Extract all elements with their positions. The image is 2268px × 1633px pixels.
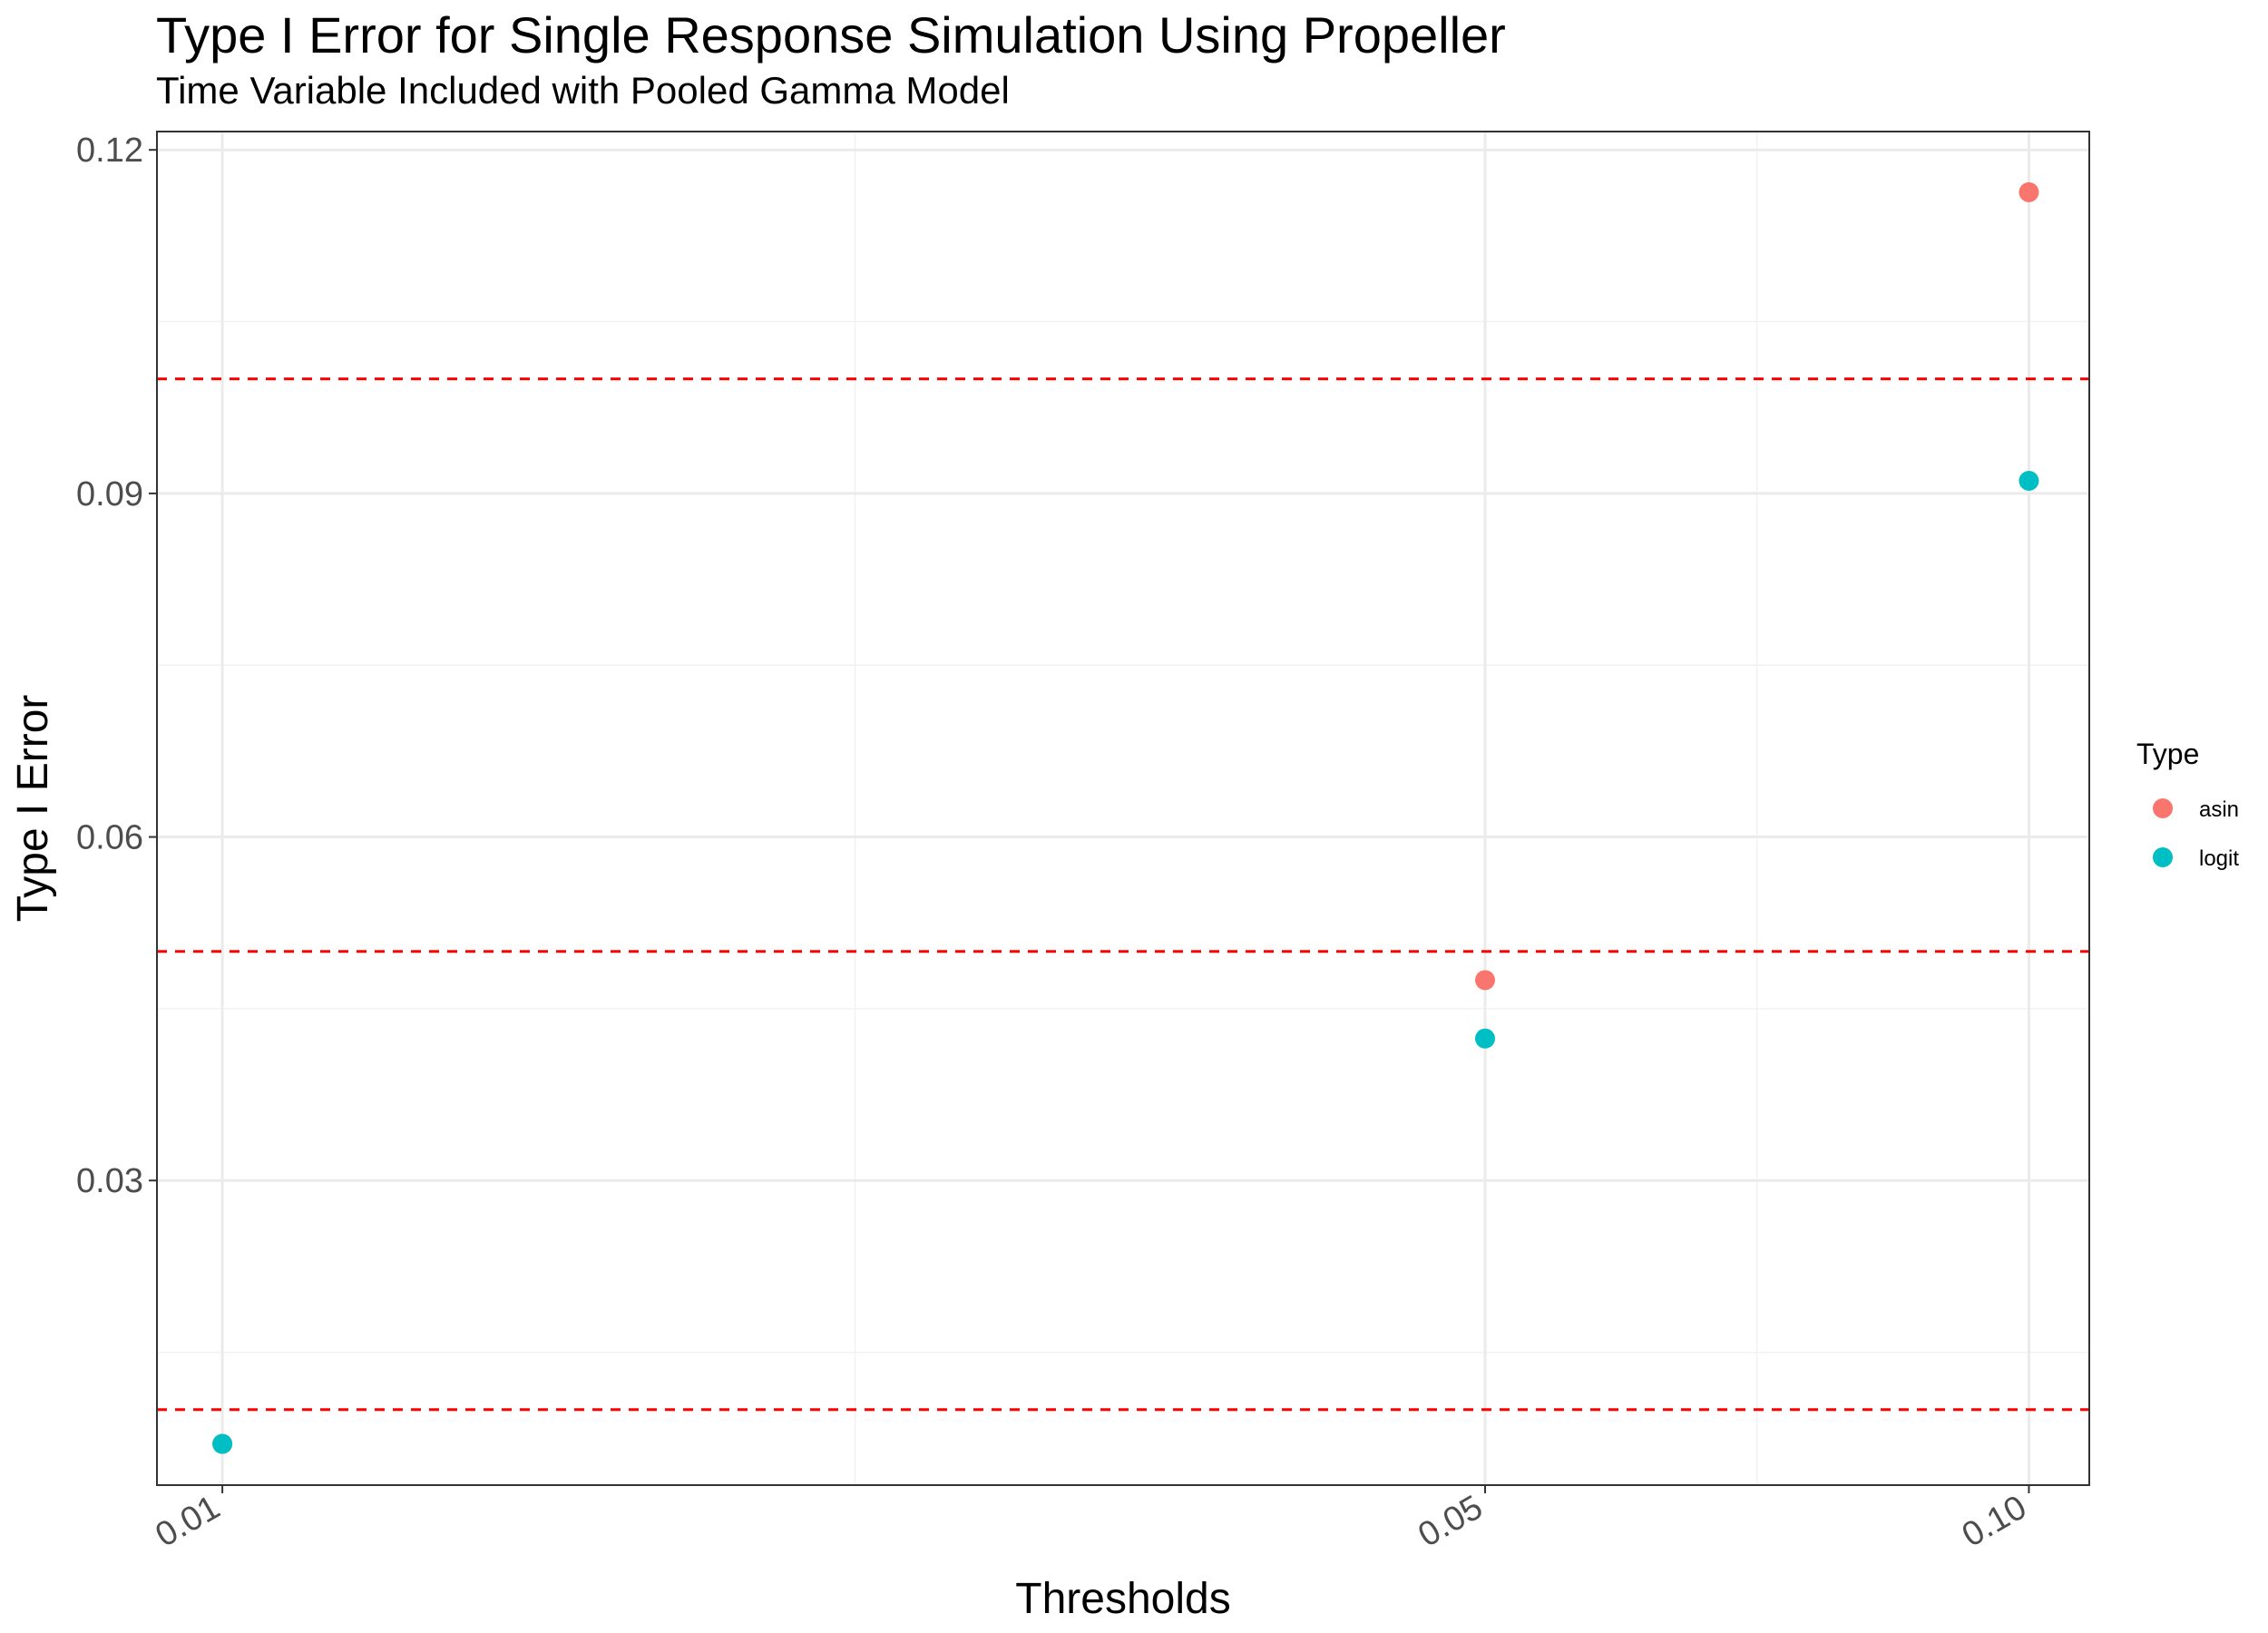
grid-lines bbox=[157, 132, 2089, 1485]
data-point-asin bbox=[2019, 181, 2039, 202]
data-point-logit bbox=[1474, 1028, 1495, 1049]
chart-title: Type I Error for Single Response Simulat… bbox=[156, 6, 1506, 64]
legend-title: Type bbox=[2136, 738, 2199, 770]
reference-lines bbox=[157, 377, 2089, 1412]
legend-key-asin bbox=[2153, 798, 2173, 818]
y-tick-label: 0.06 bbox=[76, 819, 143, 857]
y-axis-ticks: 0.03 0.06 0.09 0.12 bbox=[76, 132, 157, 1200]
legend: Type asin logit bbox=[2136, 738, 2239, 871]
y-axis-title: Type I Error bbox=[9, 695, 57, 923]
legend-key-logit bbox=[2153, 847, 2173, 867]
x-tick-label: 0.05 bbox=[1412, 1488, 1489, 1554]
x-axis-ticks: 0.01 0.05 0.10 bbox=[150, 1485, 2033, 1555]
plot-border bbox=[156, 131, 2090, 1486]
data-point-logit bbox=[2019, 470, 2039, 491]
y-tick-label: 0.09 bbox=[76, 475, 143, 513]
legend-label-asin: asin bbox=[2199, 797, 2239, 822]
x-tick-label: 0.01 bbox=[150, 1488, 227, 1554]
x-axis-title: Thresholds bbox=[1015, 1575, 1230, 1623]
data-points bbox=[212, 181, 2039, 1454]
y-tick-label: 0.12 bbox=[76, 132, 143, 170]
y-tick-label: 0.03 bbox=[76, 1162, 143, 1200]
chart-subtitle: Time Variable Included with Pooled Gamma… bbox=[156, 69, 1010, 112]
x-tick-label: 0.10 bbox=[1956, 1488, 2033, 1554]
legend-label-logit: logit bbox=[2199, 846, 2239, 871]
data-point-asin bbox=[1474, 970, 1495, 991]
plot-panel bbox=[157, 132, 2089, 1485]
data-point-logit bbox=[212, 1433, 233, 1454]
